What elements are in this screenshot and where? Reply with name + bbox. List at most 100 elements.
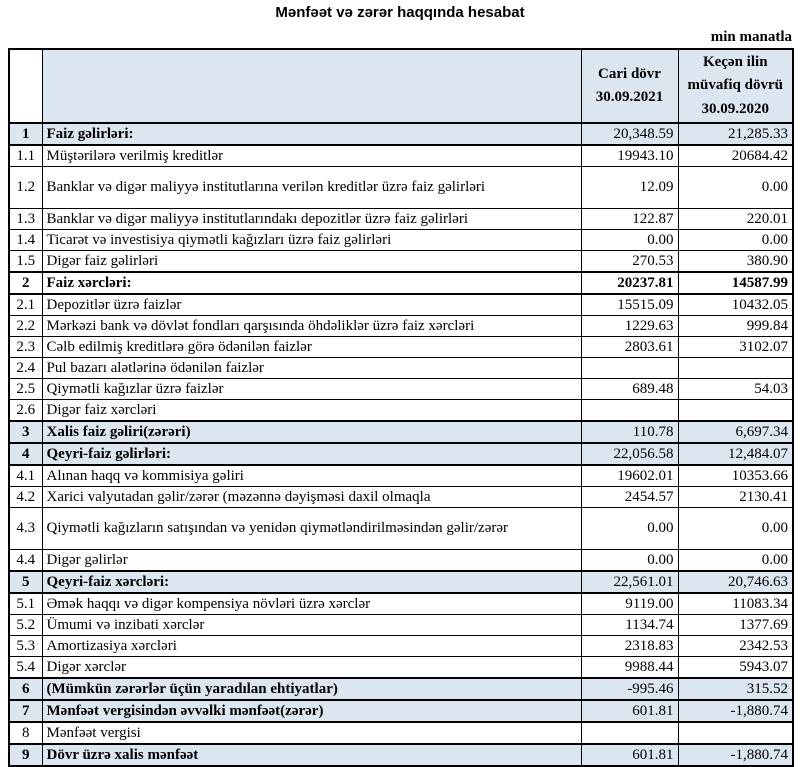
row-label: Qiymətli kağızlar üzrə faizlər xyxy=(41,377,582,400)
pl-table-body: 1 Faiz gəlirləri: 20,348.59 21,285.33 1.… xyxy=(8,121,794,767)
row-current-value xyxy=(580,356,679,379)
row-current-value: 0.00 xyxy=(580,228,679,251)
row-number: 2.3 xyxy=(8,335,43,358)
row-previous-value: 220.01 xyxy=(677,207,794,230)
row-current-value: 19602.01 xyxy=(580,464,679,487)
row-label: Mənfəət vergisi xyxy=(41,721,582,745)
row-current-value: 1229.63 xyxy=(580,314,679,337)
row-label: Digər faiz xərcləri xyxy=(41,398,582,422)
row-previous-value: 11083.34 xyxy=(677,592,794,615)
row-previous-value: 315.52 xyxy=(677,676,794,701)
row-label: Xalis faiz gəliri(zərəri) xyxy=(41,419,582,444)
row-previous-value: 999.84 xyxy=(677,314,794,337)
row-previous-value: 10432.05 xyxy=(677,293,794,316)
row-previous-value xyxy=(677,356,794,379)
table-row: 4.3 Qiymətli kağızların satışından və ye… xyxy=(8,506,794,550)
row-number: 7 xyxy=(8,698,43,723)
row-current-value xyxy=(580,398,679,422)
row-number: 4.4 xyxy=(8,548,43,572)
table-row: 6 (Mümkün zərərlər üçün yaradılan ehtiya… xyxy=(8,676,794,701)
table-row: 2.2 Mərkəzi bank və dövlət fondları qarş… xyxy=(8,314,794,337)
table-row: 7 Mənfəət vergisindən əvvəlki mənfəət(zə… xyxy=(8,698,794,723)
row-label: Digər gəlirlər xyxy=(41,548,582,572)
row-previous-value: -1,880.74 xyxy=(677,742,794,767)
table-row: 4.4 Digər gəlirlər 0.00 0.00 xyxy=(8,548,794,572)
table-row: 1.3 Banklar və digər maliyyə institutlar… xyxy=(8,207,794,230)
row-label: Mərkəzi bank və dövlət fondları qarşısın… xyxy=(41,314,582,337)
row-current-value: 19943.10 xyxy=(580,144,679,167)
row-label: Əmək haqqı və digər kompensiya növləri ü… xyxy=(41,592,582,615)
row-current-value: 601.81 xyxy=(580,742,679,767)
row-number: 1.4 xyxy=(8,228,43,251)
row-previous-value: 0.00 xyxy=(677,548,794,572)
row-current-value: 12.09 xyxy=(580,165,679,209)
row-number: 5.3 xyxy=(8,634,43,657)
table-row: 5.3 Amortizasiya xərcləri 2318.83 2342.5… xyxy=(8,634,794,657)
row-label: Digər xərclər xyxy=(41,655,582,679)
table-row: 8 Mənfəət vergisi xyxy=(8,721,794,745)
row-label: Ümumi və inzibati xərclər xyxy=(41,613,582,636)
table-row: 2.1 Depozitlər üzrə faizlər 15515.09 104… xyxy=(8,293,794,316)
row-label: Qeyri-faiz xərcləri: xyxy=(41,569,582,594)
row-number: 1.3 xyxy=(8,207,43,230)
row-label: Banklar və digər maliyyə institutlarına … xyxy=(41,165,582,209)
row-label: Xarici valyutadan gəlir/zərər (məzənnə d… xyxy=(41,485,582,508)
table-row: 5.4 Digər xərclər 9988.44 5943.07 xyxy=(8,655,794,679)
table-row: 1.4 Ticarət və investisiya qiymətli kağı… xyxy=(8,228,794,251)
row-previous-value: 6,697.34 xyxy=(677,419,794,444)
row-previous-value xyxy=(677,398,794,422)
table-row: 4.2 Xarici valyutadan gəlir/zərər (məzən… xyxy=(8,485,794,508)
row-number: 9 xyxy=(8,742,43,767)
row-number: 8 xyxy=(8,721,43,745)
row-label: Banklar və digər maliyyə institutlarında… xyxy=(41,207,582,230)
table-row: 4.1 Alınan haqq və kommisiya gəliri 1960… xyxy=(8,464,794,487)
row-previous-value: 0.00 xyxy=(677,228,794,251)
table-row: 2.3 Cəlb edilmiş kreditlərə görə ödənilə… xyxy=(8,335,794,358)
row-current-value: 22,056.58 xyxy=(580,441,679,466)
table-row: 1.2 Banklar və digər maliyyə institutlar… xyxy=(8,165,794,209)
row-label: Cəlb edilmiş kreditlərə görə ödənilən fa… xyxy=(41,335,582,358)
table-row: 1 Faiz gəlirləri: 20,348.59 21,285.33 xyxy=(8,121,794,146)
row-label: Faiz xərcləri: xyxy=(41,270,582,295)
row-label: Qiymətli kağızların satışından və yenidə… xyxy=(41,506,582,550)
row-current-value: 122.87 xyxy=(580,207,679,230)
row-previous-value: 0.00 xyxy=(677,165,794,209)
row-number: 2.5 xyxy=(8,377,43,400)
row-label: Digər faiz gəlirləri xyxy=(41,249,582,273)
table-row: 5.1 Əmək haqqı və digər kompensiya növlə… xyxy=(8,592,794,615)
row-current-value: 270.53 xyxy=(580,249,679,273)
row-current-value: 2803.61 xyxy=(580,335,679,358)
row-current-value: 1134.74 xyxy=(580,613,679,636)
row-label: Faiz gəlirləri: xyxy=(41,121,582,146)
header-description-cell xyxy=(41,48,582,124)
header-previous-period: Keçən ilin müvafiq dövrü 30.09.2020 xyxy=(677,48,794,124)
row-previous-value: 12,484.07 xyxy=(677,441,794,466)
profit-loss-table: Cari dövr 30.09.2021 Keçən ilin müvafiq … xyxy=(8,48,794,767)
row-current-value: 22,561.01 xyxy=(580,569,679,594)
row-number: 2.4 xyxy=(8,356,43,379)
row-current-value: 601.81 xyxy=(580,698,679,723)
row-current-value: 2454.57 xyxy=(580,485,679,508)
header-number-cell xyxy=(8,48,43,124)
table-row: 1.1 Müştərilərə verilmiş kreditlər 19943… xyxy=(8,144,794,167)
table-row: 3 Xalis faiz gəliri(zərəri) 110.78 6,697… xyxy=(8,419,794,444)
row-label: Alınan haqq və kommisiya gəliri xyxy=(41,464,582,487)
row-current-value: 689.48 xyxy=(580,377,679,400)
row-label: Ticarət və investisiya qiymətli kağızlar… xyxy=(41,228,582,251)
row-current-value xyxy=(580,721,679,745)
row-previous-value: -1,880.74 xyxy=(677,698,794,723)
row-current-value: 9119.00 xyxy=(580,592,679,615)
row-previous-value: 21,285.33 xyxy=(677,121,794,146)
header-row: Cari dövr 30.09.2021 Keçən ilin müvafiq … xyxy=(8,48,794,124)
row-number: 4.2 xyxy=(8,485,43,508)
row-number: 6 xyxy=(8,676,43,701)
header-current-period: Cari dövr 30.09.2021 xyxy=(580,48,679,124)
row-number: 2.6 xyxy=(8,398,43,422)
table-row: 9 Dövr üzrə xalis mənfəət 601.81 -1,880.… xyxy=(8,742,794,767)
row-number: 1.2 xyxy=(8,165,43,209)
row-label: Müştərilərə verilmiş kreditlər xyxy=(41,144,582,167)
row-previous-value: 1377.69 xyxy=(677,613,794,636)
row-number: 2 xyxy=(8,270,43,295)
row-number: 4.3 xyxy=(8,506,43,550)
row-number: 1 xyxy=(8,121,43,146)
